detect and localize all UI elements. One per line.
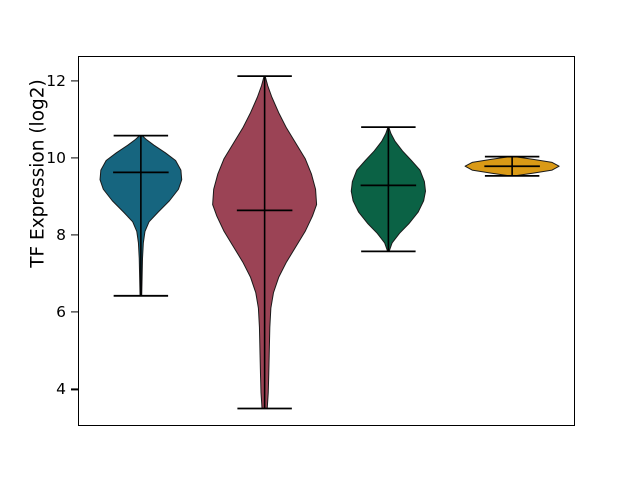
y-tick-mark [71, 388, 78, 390]
y-axis-label: TF Expression (log2) [27, 79, 49, 268]
violin-1 [99, 134, 183, 297]
violin-4 [464, 155, 560, 177]
y-tick-label: 8 [56, 226, 66, 245]
plot-area [78, 56, 575, 426]
y-tick-label: 12 [46, 72, 66, 91]
y-tick-label: 6 [56, 303, 66, 322]
y-tick-mark [71, 157, 78, 159]
violin-3 [350, 126, 426, 253]
y-tick-label: 10 [46, 149, 66, 168]
y-tick-mark [71, 311, 78, 313]
y-tick-label: 4 [56, 380, 66, 399]
violin-series-group [99, 75, 560, 410]
violin-2 [212, 75, 318, 410]
y-tick-mark [71, 234, 78, 236]
y-tick-mark [71, 80, 78, 82]
